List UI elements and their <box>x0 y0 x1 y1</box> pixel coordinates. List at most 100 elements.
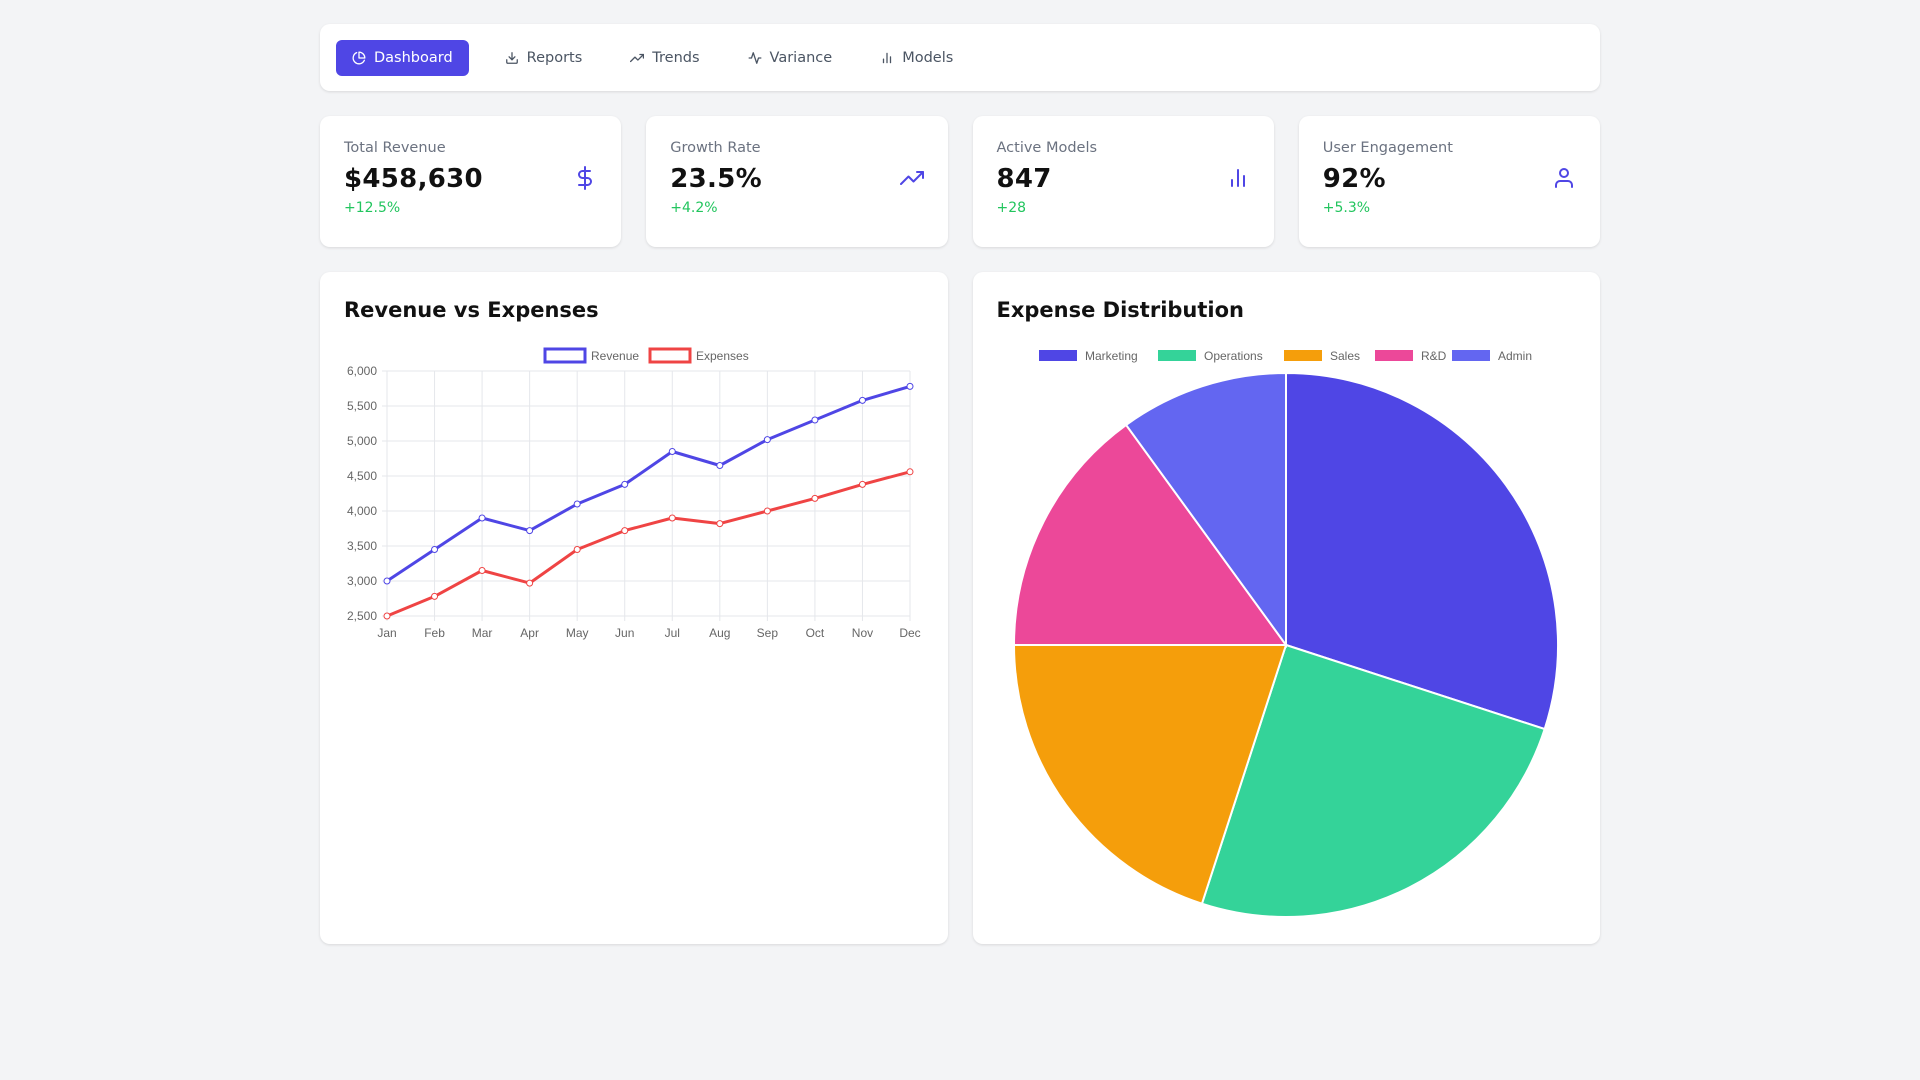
x-tick-label: Jul <box>665 626 680 640</box>
legend-label: Revenue <box>591 349 639 363</box>
stat-value: 23.5% <box>670 164 762 194</box>
data-point <box>811 416 819 424</box>
bar-chart-icon <box>883 52 892 63</box>
y-tick-label: 4,000 <box>347 504 377 518</box>
stat-value: $458,630 <box>344 164 483 194</box>
x-tick-label: Jun <box>615 626 634 640</box>
top-nav: Dashboard Reports Trends Variance Models <box>320 24 1600 91</box>
legend-swatch <box>1374 350 1413 361</box>
pie-slice-marketing <box>1284 371 1559 731</box>
stats-row: Total Revenue $458,630 +12.5% Growth Rat… <box>320 116 1600 247</box>
legend-swatch <box>1038 350 1077 361</box>
stat-change: +5.3% <box>1322 200 1371 216</box>
data-point <box>478 514 486 522</box>
nav-item-label: Reports <box>526 49 583 66</box>
charts-row: Revenue vs Expenses 2,500 3,000 3,500 4,000… <box>320 272 1600 944</box>
data-point <box>858 480 866 488</box>
stat-change: +12.5% <box>344 200 401 216</box>
data-point <box>716 520 724 528</box>
nav-item-reports[interactable]: Reports <box>489 40 599 76</box>
legend-label: Marketing <box>1085 349 1138 363</box>
y-tick-label: 3,500 <box>347 539 377 553</box>
line-chart-card: Revenue vs Expenses 2,500 3,000 3,500 4,000… <box>320 272 948 944</box>
dashboard-container: Dashboard Reports Trends Variance Models… <box>320 24 1600 944</box>
pie-slice-sales <box>1012 644 1287 905</box>
stat-label: Growth Rate <box>670 140 761 156</box>
data-point <box>431 592 439 600</box>
data-point <box>763 507 771 515</box>
data-point <box>383 577 391 585</box>
x-tick-label: Sep <box>757 626 779 640</box>
pie-chart: Marketing Operations Sales R&D Admin <box>1012 349 1559 918</box>
stat-change: +28 <box>996 200 1027 216</box>
data-point <box>811 494 819 502</box>
legend-label: Admin <box>1498 349 1532 363</box>
nav-item-models[interactable]: Models <box>864 40 969 76</box>
legend-swatch <box>1157 350 1196 361</box>
pie-chart-icon <box>352 51 366 64</box>
stat-change: +4.2% <box>670 200 718 216</box>
stat-card-user-engagement: User Engagement 92% +5.3% <box>1298 116 1600 247</box>
legend-label: Expenses <box>696 349 749 363</box>
pie-slice-r-d <box>1012 423 1288 646</box>
data-point <box>573 500 581 508</box>
nav-item-label: Variance <box>769 49 833 66</box>
trending-up-icon <box>630 53 645 62</box>
dollar-icon <box>578 166 593 190</box>
legend-swatch <box>1283 350 1322 361</box>
data-point <box>668 448 676 455</box>
data-point <box>573 546 581 553</box>
data-point <box>763 436 771 444</box>
legend-swatch <box>1451 350 1490 361</box>
bar-chart-icon <box>1230 169 1245 187</box>
x-tick-label: Nov <box>852 626 873 640</box>
y-tick-label: 4,500 <box>347 469 377 483</box>
stat-card-total-revenue: Total Revenue $458,630 +12.5% <box>320 116 622 247</box>
nav-item-trends[interactable]: Trends <box>614 40 715 76</box>
data-point <box>478 567 486 574</box>
chart-title: Revenue vs Expenses <box>344 298 599 322</box>
y-tick-label: 6,000 <box>347 364 377 378</box>
data-point <box>621 480 629 488</box>
data-point <box>668 514 676 522</box>
data-point <box>431 546 439 553</box>
stat-card-growth-rate: Growth Rate 23.5% +4.2% <box>646 116 948 247</box>
trending-up-icon <box>899 171 924 185</box>
nav-item-label: Trends <box>652 49 700 66</box>
legend-swatch <box>648 347 692 364</box>
legend-label: Operations <box>1204 349 1263 363</box>
stat-label: User Engagement <box>1322 140 1453 156</box>
data-point <box>716 462 724 469</box>
pie-slice-admin <box>1124 371 1287 649</box>
nav-item-variance[interactable]: Variance <box>732 40 849 76</box>
chart-title: Expense Distribution <box>996 298 1245 322</box>
x-tick-label: Apr <box>520 626 539 640</box>
data-point <box>906 382 914 390</box>
data-point <box>383 612 391 620</box>
x-tick-label: Oct <box>806 626 825 640</box>
download-icon <box>505 51 518 64</box>
y-tick-label: 5,500 <box>347 399 377 413</box>
user-icon <box>1555 168 1573 188</box>
x-tick-label: Jan <box>377 626 396 640</box>
x-tick-label: Mar <box>472 626 493 640</box>
nav-item-label: Models <box>902 49 954 66</box>
y-tick-label: 2,500 <box>347 609 377 623</box>
pie-chart-card: Expense Distribution Marketing Operations… <box>972 272 1600 944</box>
series-line-revenue <box>386 384 911 583</box>
stat-value: 847 <box>996 164 1052 194</box>
stat-card-active-models: Active Models 847 +28 <box>972 116 1274 247</box>
series-line-expenses <box>386 470 911 618</box>
data-point <box>906 468 914 476</box>
stat-value: 92% <box>1322 164 1386 194</box>
legend-label: R&D <box>1421 349 1447 363</box>
stat-label: Total Revenue <box>344 140 446 156</box>
y-tick-label: 5,000 <box>347 434 377 448</box>
nav-item-dashboard[interactable]: Dashboard <box>336 39 469 76</box>
stat-label: Active Models <box>996 140 1098 156</box>
x-tick-label: Aug <box>709 626 730 640</box>
line-chart: 2,500 3,000 3,500 4,000 4,500 5,000 5,500 6,000… <box>347 347 921 640</box>
legend-label: Sales <box>1330 349 1360 363</box>
data-point <box>858 396 866 404</box>
data-point <box>526 579 534 587</box>
